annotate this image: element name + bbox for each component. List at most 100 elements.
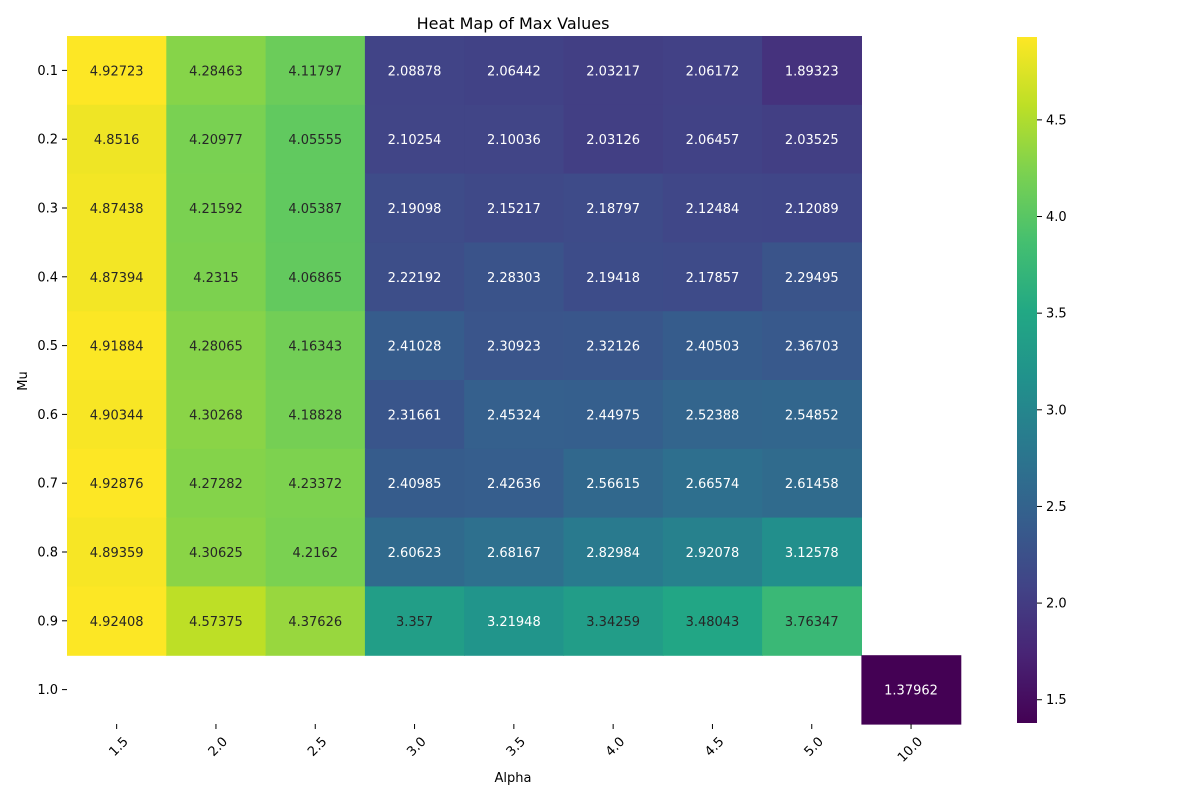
y-tick-label: 0.1 — [37, 64, 58, 79]
heatmap-cell-label: 2.19418 — [586, 271, 640, 286]
x-tick-label: 3.0 — [404, 734, 429, 759]
heatmap-cell-label: 2.45324 — [487, 408, 541, 423]
heatmap-cell — [364, 311, 465, 381]
heatmap-cell — [364, 380, 465, 450]
heatmap-cell-label: 2.56615 — [586, 477, 640, 492]
heatmap-cell — [762, 36, 862, 106]
heatmap-cell-label: 2.82984 — [586, 546, 640, 561]
y-tick-label: 0.4 — [37, 270, 58, 285]
heatmap-cell-label: 4.90344 — [90, 408, 144, 423]
heatmap-cell — [662, 173, 763, 243]
heatmap-cell-label: 4.2162 — [293, 546, 339, 561]
heatmap-cell-label: 2.12484 — [686, 202, 740, 217]
heatmap-cell — [364, 173, 465, 243]
x-tick-label: 2.5 — [305, 734, 330, 759]
heatmap-cell-label: 2.36703 — [785, 340, 839, 355]
x-tick-label: 10.0 — [895, 734, 926, 765]
heatmap-cell-label: 2.60623 — [388, 546, 442, 561]
heatmap-cell — [67, 380, 167, 450]
heatmap-cell — [662, 311, 763, 381]
heatmap-cell-label: 4.87394 — [90, 271, 144, 286]
heatmap-cell-label: 4.18828 — [288, 408, 342, 423]
heatmap-cell-label: 4.91884 — [90, 340, 144, 355]
y-tick-label: 0.3 — [37, 202, 58, 217]
heatmap-cell — [762, 311, 862, 381]
heatmap-cell-label: 4.23372 — [288, 477, 342, 492]
heatmap-cell — [67, 517, 167, 587]
heatmap-cell — [166, 104, 267, 175]
heatmap-cell-label: 2.15217 — [487, 202, 541, 217]
heatmap-cell-label: 4.57375 — [189, 615, 243, 630]
heatmap-cell-label: 3.21948 — [487, 615, 541, 630]
heatmap-cell-label: 2.06442 — [487, 64, 541, 79]
heatmap-cell — [563, 380, 664, 450]
heatmap-cell — [67, 586, 167, 656]
heatmap-cell — [464, 36, 565, 106]
x-tick-label: 4.5 — [702, 734, 727, 759]
heatmap-cell — [464, 173, 565, 243]
heatmap-cell — [166, 448, 267, 519]
heatmap-cell-label: 3.12578 — [785, 546, 839, 561]
heatmap-cell — [265, 36, 366, 106]
heatmap-cell-label: 2.30923 — [487, 340, 541, 355]
heatmap-cell — [67, 311, 167, 381]
y-tick-label: 0.9 — [37, 614, 58, 629]
heatmap-cell — [464, 586, 565, 656]
heatmap-cell-label: 4.89359 — [90, 546, 144, 561]
heatmap-cell-label: 2.61458 — [785, 477, 839, 492]
heatmap-cell — [662, 517, 763, 587]
heatmap-cell-label: 4.92408 — [90, 615, 144, 630]
heatmap-cell — [762, 448, 862, 519]
heatmap-cell-label: 1.37962 — [884, 684, 938, 699]
heatmap-cell — [464, 104, 565, 175]
heatmap-cell — [662, 586, 763, 656]
heatmap-cell — [265, 380, 366, 450]
heatmap-cell — [265, 517, 366, 587]
x-tick-label: 5.0 — [802, 734, 827, 759]
heatmap-cell-label: 2.03525 — [785, 133, 839, 148]
y-tick-label: 0.5 — [37, 339, 58, 354]
heatmap-cell — [166, 586, 267, 656]
heatmap-cell — [265, 242, 366, 312]
heatmap-cell — [67, 104, 167, 175]
x-tick-label: 2.0 — [206, 734, 231, 759]
heatmap-cell — [166, 36, 267, 106]
heatmap-cell-label: 4.87438 — [90, 202, 144, 217]
heatmap-cell — [464, 448, 565, 519]
heatmap-cell-label: 4.2315 — [193, 271, 239, 286]
heatmap-cell-label: 4.30268 — [189, 408, 243, 423]
heatmap-cell — [364, 242, 465, 312]
heatmap-cell-label: 4.16343 — [288, 340, 342, 355]
heatmap-cell — [762, 242, 862, 312]
heatmap-cell-label: 2.28303 — [487, 271, 541, 286]
heatmap-cell-label: 2.06457 — [686, 133, 740, 148]
heatmap-cell-label: 4.30625 — [189, 546, 243, 561]
heatmap-cell-label: 2.22192 — [388, 271, 442, 286]
heatmap-cell — [563, 448, 664, 519]
y-tick-label: 0.8 — [37, 546, 58, 561]
heatmap-cell — [364, 586, 465, 656]
heatmap-cell-label: 3.357 — [396, 615, 433, 630]
heatmap-cell — [662, 380, 763, 450]
heatmap-cell — [166, 242, 267, 312]
heatmap-cell — [563, 311, 664, 381]
heatmap-cell-label: 2.42636 — [487, 477, 541, 492]
heatmap-cell-label: 1.89323 — [785, 64, 839, 79]
heatmap-cell-label: 2.19098 — [388, 202, 442, 217]
heatmap-cell — [464, 242, 565, 312]
heatmap-cell-label: 2.54852 — [785, 408, 839, 423]
colorbar-tick-label: 3.5 — [1046, 307, 1067, 322]
heatmap-cell — [563, 104, 664, 175]
heatmap-cell — [265, 311, 366, 381]
x-tick-label: 3.5 — [504, 734, 529, 759]
heatmap-cell-label: 4.05555 — [288, 133, 342, 148]
heatmap-cell-label: 4.27282 — [189, 477, 243, 492]
heatmap-cell-label: 2.03126 — [586, 133, 640, 148]
y-tick-label: 0.7 — [37, 477, 58, 492]
chart-title: Heat Map of Max Values — [417, 14, 610, 33]
heatmap-cell — [166, 311, 267, 381]
colorbar: 1.5 2.0 2.5 3.0 3.5 4.0 4.5 — [1017, 37, 1067, 723]
heatmap-cell — [265, 173, 366, 243]
colorbar-gradient — [1017, 37, 1037, 723]
